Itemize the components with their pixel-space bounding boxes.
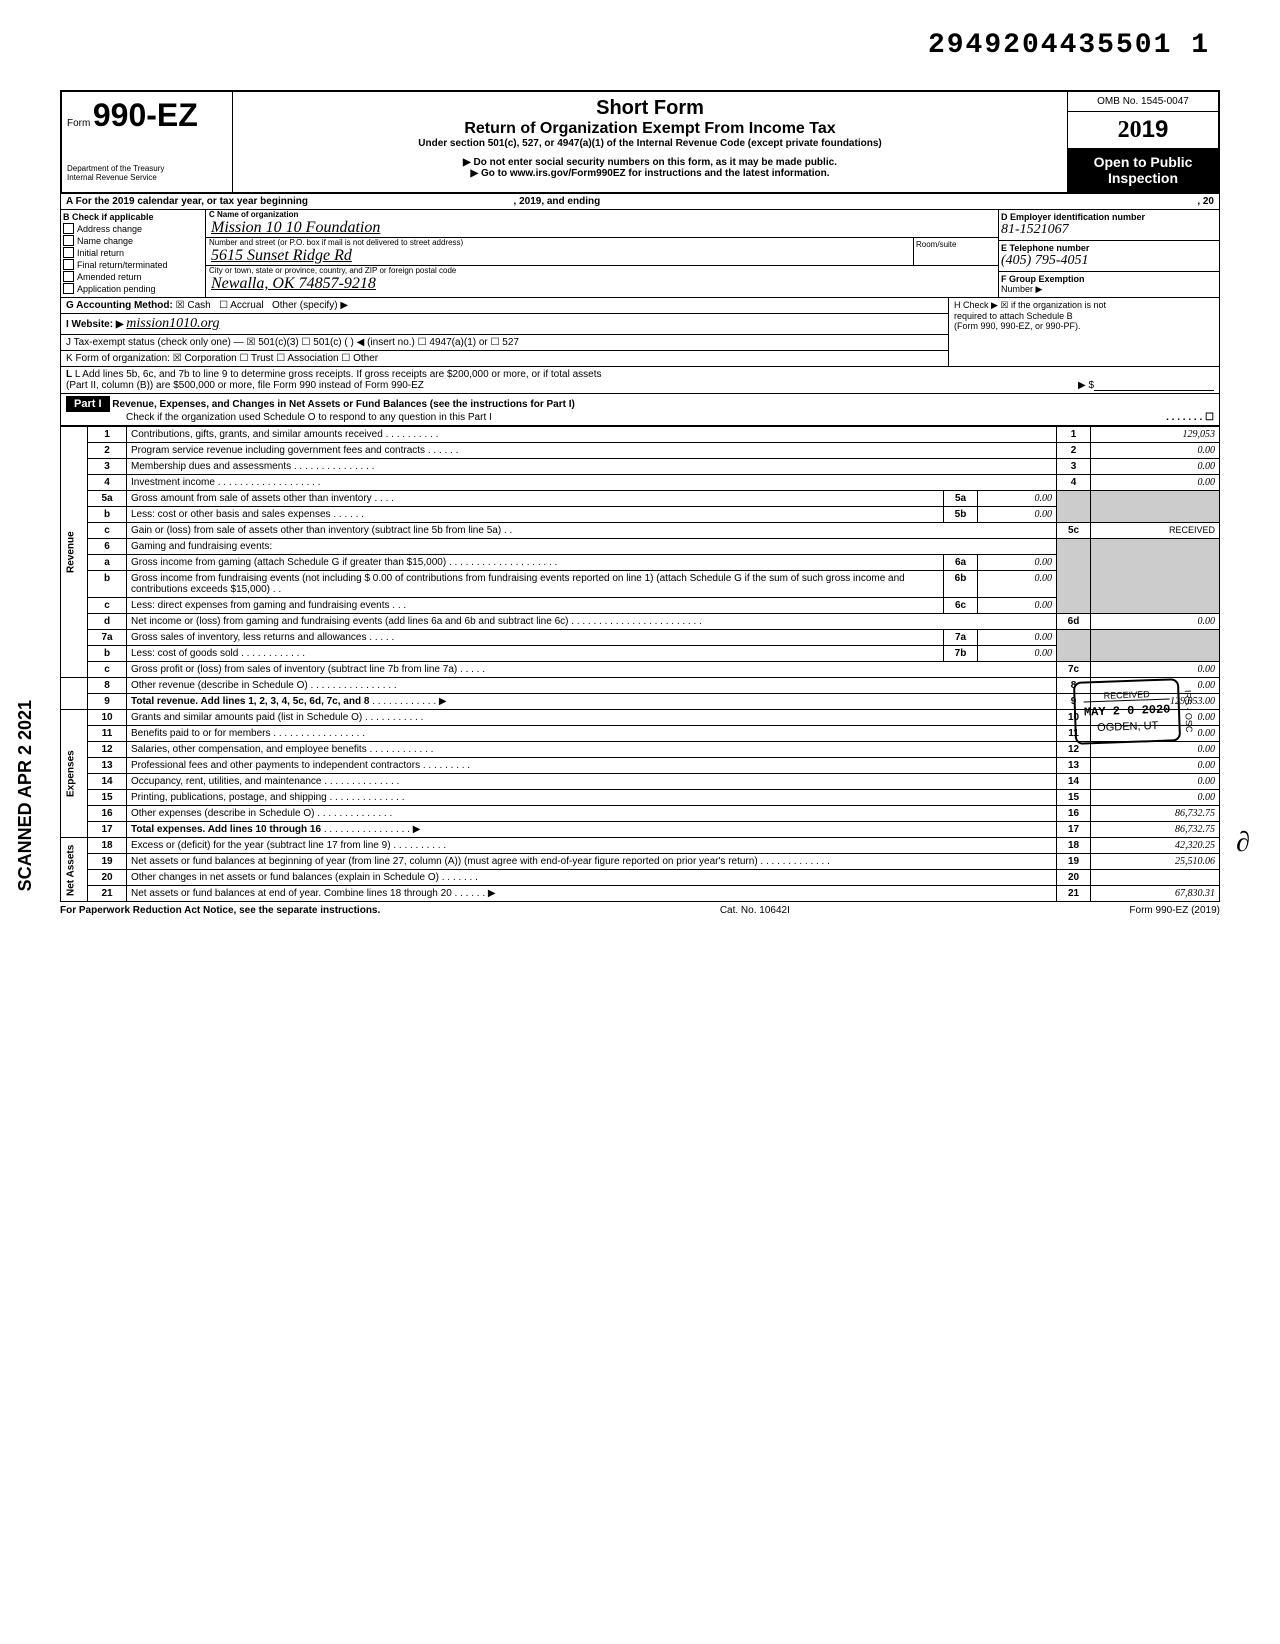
section-d-label: D Employer identification number (1001, 212, 1145, 222)
org-name: Mission 10 10 Foundation (206, 219, 998, 237)
form-number: 990-EZ (93, 97, 198, 133)
accrual-label: Accrual (230, 300, 263, 311)
line-1-amount: 129,053 (1091, 427, 1220, 443)
section-g-label: G Accounting Method: (66, 300, 173, 311)
form-prefix: Form (67, 118, 90, 129)
line-17-amount: 86,732.75 (1091, 822, 1220, 838)
line-19-amount: 25,510.06 (1091, 854, 1220, 870)
website-value: mission1010.org (126, 316, 219, 331)
checkbox-final-return[interactable] (63, 259, 74, 270)
section-c-street-label: Number and street (or P.O. box if mail i… (206, 238, 913, 247)
cb-label-2: Initial return (77, 248, 124, 258)
revenue-label: Revenue (61, 427, 88, 678)
section-l-label: L Add lines 5b, 6c, and 7b to line 9 to … (75, 369, 602, 380)
part1-title: Revenue, Expenses, and Changes in Net As… (112, 399, 575, 410)
line-16-amount: 86,732.75 (1091, 806, 1220, 822)
section-b-label: B Check if applicable (63, 212, 154, 222)
form-title: Short Form (238, 97, 1062, 120)
part1-header: Part I (66, 396, 110, 412)
checkbox-address-change[interactable] (63, 223, 74, 234)
line-21-amount: 67,830.31 (1091, 886, 1220, 902)
line-12-amount: 0.00 (1091, 742, 1220, 758)
dept-label: Department of the Treasury Internal Reve… (67, 164, 227, 182)
cb-label-3: Final return/terminated (77, 260, 168, 270)
room-label: Room/suite (913, 238, 998, 265)
line-3-amount: 0.00 (1091, 459, 1220, 475)
section-c-city-label: City or town, state or province, country… (206, 266, 998, 275)
line-7c-amount: 0.00 (1091, 662, 1220, 678)
section-k: K Form of organization: ☒ Corporation ☐ … (61, 351, 948, 366)
ein-value: 81-1521067 (1001, 222, 1069, 237)
phone-value: (405) 795-4051 (1001, 253, 1089, 268)
line-18-amount: 42,320.25 (1091, 838, 1220, 854)
checkbox-initial-return[interactable] (63, 247, 74, 258)
omb-number: OMB No. 1545-0047 (1068, 92, 1218, 112)
section-h-label3: (Form 990, 990-EZ, or 990-PF). (954, 321, 1214, 331)
checkbox-name-change[interactable] (63, 235, 74, 246)
line-13-amount: 0.00 (1091, 758, 1220, 774)
section-e-label: E Telephone number (1001, 243, 1089, 253)
line-6d-amount: 0.00 (1091, 614, 1220, 630)
other-label: Other (specify) ▶ (272, 300, 348, 311)
cb-label-1: Name change (77, 236, 133, 246)
form-warn2: ▶ Go to www.irs.gov/Form990EZ for instru… (238, 168, 1062, 179)
expenses-label: Expenses (61, 710, 88, 838)
footer-right: Form 990-EZ (2019) (1129, 905, 1220, 916)
form-header: Form 990-EZ Department of the Treasury I… (60, 90, 1220, 194)
line-20-amount (1091, 870, 1220, 886)
part1-check: Check if the organization used Schedule … (66, 412, 492, 423)
cash-label: Cash (187, 300, 210, 311)
scanned-stamp: SCANNED APR 2 2021 (15, 700, 36, 891)
cb-label-5: Application pending (77, 284, 156, 294)
inspection-label2: Inspection (1108, 170, 1178, 186)
section-f-label2: Number ▶ (1001, 284, 1042, 294)
section-i-label: I Website: ▶ (66, 319, 124, 330)
line-5c-amount: RECEIVED (1091, 523, 1220, 539)
document-number: 2949204435501 1 (928, 30, 1210, 61)
section-l-label2: (Part II, column (B)) are $500,000 or mo… (66, 380, 1078, 391)
section-h-label2: required to attach Schedule B (954, 311, 1214, 321)
line-4-amount: 0.00 (1091, 475, 1220, 491)
section-a-end: , 20 (1197, 196, 1214, 207)
checkbox-amended-return[interactable] (63, 271, 74, 282)
org-street: 5615 Sunset Ridge Rd (206, 247, 913, 265)
section-l-arrow: ▶ $ (1078, 380, 1094, 391)
section-a-mid: , 2019, and ending (514, 196, 601, 207)
line-15-amount: 0.00 (1091, 790, 1220, 806)
tax-year: 2019 (1068, 112, 1218, 148)
checkbox-app-pending[interactable] (63, 283, 74, 294)
section-f-label: F Group Exemption (1001, 274, 1085, 284)
section-c-name-label: C Name of organization (209, 210, 298, 219)
signature-mark: ∂ (1236, 827, 1250, 859)
section-a-label: A For the 2019 calendar year, or tax yea… (66, 196, 308, 207)
form-under: Under section 501(c), 527, or 4947(a)(1)… (238, 138, 1062, 149)
section-j: J Tax-exempt status (check only one) — ☒… (61, 335, 948, 351)
lines-table: Revenue 1Contributions, gifts, grants, a… (60, 426, 1220, 902)
form-subtitle: Return of Organization Exempt From Incom… (238, 120, 1062, 138)
received-stamp: RECEIVED MAY 2 0 2020 OGDEN, UT IRS - OS… (1073, 678, 1182, 745)
footer-center: Cat. No. 10642I (720, 905, 790, 916)
line-2-amount: 0.00 (1091, 443, 1220, 459)
org-city: Newalla, OK 74857-9218 (206, 275, 998, 293)
section-h-label: H Check ▶ ☒ if the organization is not (954, 300, 1214, 311)
netassets-label: Net Assets (61, 838, 88, 902)
inspection-label1: Open to Public (1094, 154, 1193, 170)
footer-left: For Paperwork Reduction Act Notice, see … (60, 905, 380, 916)
cb-label-0: Address change (77, 224, 142, 234)
form-warn1: ▶ Do not enter social security numbers o… (238, 157, 1062, 168)
cb-label-4: Amended return (77, 272, 142, 282)
line-14-amount: 0.00 (1091, 774, 1220, 790)
